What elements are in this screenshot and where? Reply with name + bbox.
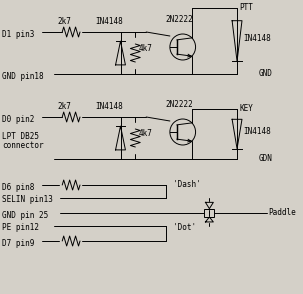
Text: GDN: GDN xyxy=(259,154,273,163)
Text: 2N2222: 2N2222 xyxy=(165,15,193,24)
Text: IN4148: IN4148 xyxy=(243,34,271,43)
Bar xyxy=(205,209,214,217)
Text: SELIN pin13: SELIN pin13 xyxy=(2,196,53,205)
Text: 'Dot': 'Dot' xyxy=(173,223,196,232)
Text: D1 pin3: D1 pin3 xyxy=(2,29,34,39)
Text: GND pin18: GND pin18 xyxy=(2,71,44,81)
Text: connector: connector xyxy=(2,141,44,150)
Text: Paddle: Paddle xyxy=(269,208,296,217)
Text: GND pin 25: GND pin 25 xyxy=(2,211,48,220)
Text: 2k7: 2k7 xyxy=(57,17,71,26)
Text: IN4148: IN4148 xyxy=(95,17,123,26)
Text: D7 pin9: D7 pin9 xyxy=(2,238,34,248)
Text: KEY: KEY xyxy=(239,104,253,113)
Text: 'Dash': 'Dash' xyxy=(173,180,201,189)
Text: IN4148: IN4148 xyxy=(243,127,271,136)
Text: D6 pin8: D6 pin8 xyxy=(2,183,34,191)
Text: D0 pin2: D0 pin2 xyxy=(2,114,34,123)
Text: PE pin12: PE pin12 xyxy=(2,223,39,233)
Text: 4k7: 4k7 xyxy=(138,44,152,53)
Text: GND: GND xyxy=(259,69,273,78)
Text: 2k7: 2k7 xyxy=(57,102,71,111)
Text: IN4148: IN4148 xyxy=(95,102,123,111)
Text: 4k7: 4k7 xyxy=(138,129,152,138)
Text: LPT DB25: LPT DB25 xyxy=(2,132,39,141)
Text: PTT: PTT xyxy=(239,3,253,12)
Text: 2N2222: 2N2222 xyxy=(165,100,193,109)
